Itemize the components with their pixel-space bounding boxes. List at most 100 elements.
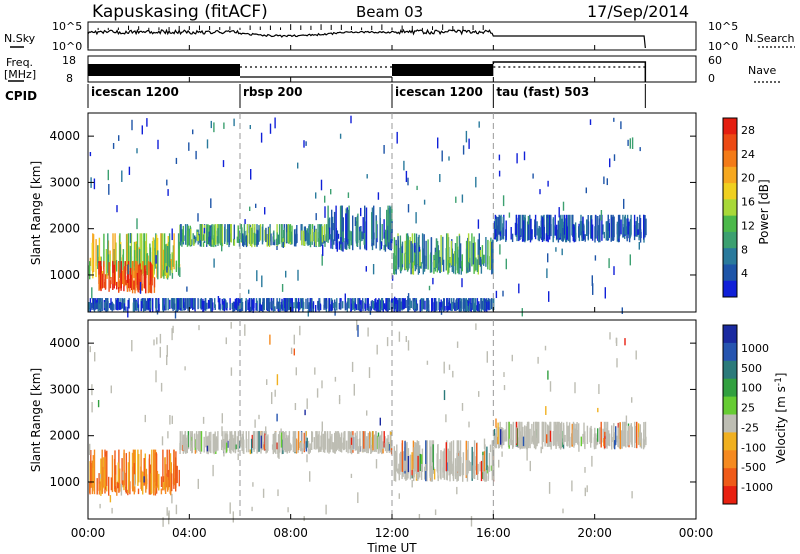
heatmap-cell (321, 254, 323, 266)
heatmap-cell (365, 266, 367, 272)
heatmap-cell (620, 219, 622, 235)
heatmap-cell (547, 370, 549, 380)
heatmap-cell (398, 331, 401, 342)
heatmap-cell (179, 443, 181, 450)
heatmap-cell (579, 221, 582, 236)
heatmap-cell (487, 239, 489, 265)
heatmap-cell (615, 337, 618, 346)
heatmap-cell (234, 301, 236, 309)
colorbar-segment (723, 231, 737, 249)
heatmap-cell (179, 267, 181, 277)
heatmap-cell (145, 271, 147, 294)
heatmap-cell (545, 422, 547, 443)
heatmap-cell (105, 298, 107, 312)
beam-label: Beam 03 (356, 3, 423, 21)
heatmap-cell (625, 415, 628, 426)
heatmap-cell (209, 300, 211, 309)
heatmap-cell (645, 218, 647, 236)
heatmap-cell (199, 298, 202, 309)
heatmap-cell (276, 413, 278, 422)
heatmap-cell (124, 261, 126, 284)
heatmap-cell (247, 299, 249, 310)
heatmap-cell (386, 209, 388, 247)
heatmap-cell (302, 443, 305, 451)
heatmap-cell (560, 214, 562, 237)
heatmap-cell (208, 445, 210, 451)
heatmap-cell (357, 298, 359, 311)
heatmap-cell (430, 465, 432, 482)
heatmap-cell (229, 303, 231, 309)
heatmap-cell (264, 207, 266, 215)
heatmap-cell (210, 198, 212, 209)
heatmap-cell (101, 273, 103, 289)
heatmap-cell (330, 189, 332, 195)
heatmap-cell (279, 437, 281, 443)
heatmap-cell (276, 245, 278, 251)
heatmap-cell (508, 212, 511, 218)
heatmap-cell (420, 262, 422, 269)
heatmap-cell (237, 453, 239, 461)
heatmap-cell (562, 228, 564, 242)
heatmap-cell (98, 237, 101, 267)
heatmap-cell (406, 245, 408, 269)
heatmap-cell (421, 448, 424, 472)
heatmap-cell (278, 441, 280, 450)
heatmap-cell (406, 464, 408, 480)
heatmap-cell (350, 303, 352, 311)
heatmap-cell (408, 263, 410, 269)
heatmap-cell (149, 261, 152, 285)
heatmap-cell (324, 206, 326, 218)
heatmap-cell (561, 248, 563, 256)
heatmap-cell (578, 441, 580, 452)
heatmap-cell (166, 355, 168, 366)
heatmap-cell (134, 261, 137, 286)
heatmap-cell (241, 437, 243, 444)
heatmap-cell (591, 455, 593, 467)
heatmap-cell (590, 430, 592, 448)
heatmap-cell (439, 174, 441, 183)
heatmap-cell (503, 430, 505, 446)
heatmap-cell (203, 300, 205, 312)
heatmap-cell (557, 437, 559, 445)
heatmap-cell (557, 220, 560, 243)
heatmap-cell (187, 298, 189, 311)
heatmap-cell (560, 421, 563, 443)
heatmap-cell (613, 117, 615, 122)
heatmap-cell (505, 220, 507, 241)
heatmap-cell (201, 224, 204, 242)
heatmap-cell (151, 241, 154, 276)
heatmap-cell (237, 298, 239, 308)
heatmap-cell (411, 243, 414, 263)
heatmap-cell (140, 301, 143, 311)
heatmap-cell (303, 239, 306, 246)
heatmap-cell (186, 298, 188, 309)
heatmap-cell (615, 426, 617, 445)
heatmap-cell (182, 225, 184, 242)
heatmap-cell (404, 298, 406, 309)
heatmap-cell (261, 304, 263, 311)
heatmap-cell (130, 233, 133, 278)
heatmap-cell (467, 301, 470, 310)
heatmap-cell (162, 233, 164, 277)
heatmap-cell (192, 298, 195, 308)
heatmap-cell (472, 465, 474, 479)
heatmap-cell (95, 239, 97, 266)
heatmap-cell (125, 279, 127, 286)
heatmap-cell (300, 299, 303, 308)
heatmap-cell (459, 301, 462, 308)
heatmap-cell (358, 303, 360, 310)
heatmap-cell (144, 414, 146, 423)
heatmap-cell (325, 224, 328, 242)
heatmap-cell (452, 253, 455, 274)
heatmap-cell (639, 229, 642, 243)
heatmap-cell (183, 439, 185, 448)
heatmap-cell (213, 122, 215, 133)
heatmap-cell (381, 224, 383, 241)
heatmap-cell (330, 238, 332, 249)
heatmap-cell (131, 340, 133, 352)
heatmap-cell (414, 442, 416, 472)
heatmap-cell (262, 298, 264, 312)
heatmap-cell (217, 296, 220, 303)
heatmap-cell (623, 198, 625, 209)
